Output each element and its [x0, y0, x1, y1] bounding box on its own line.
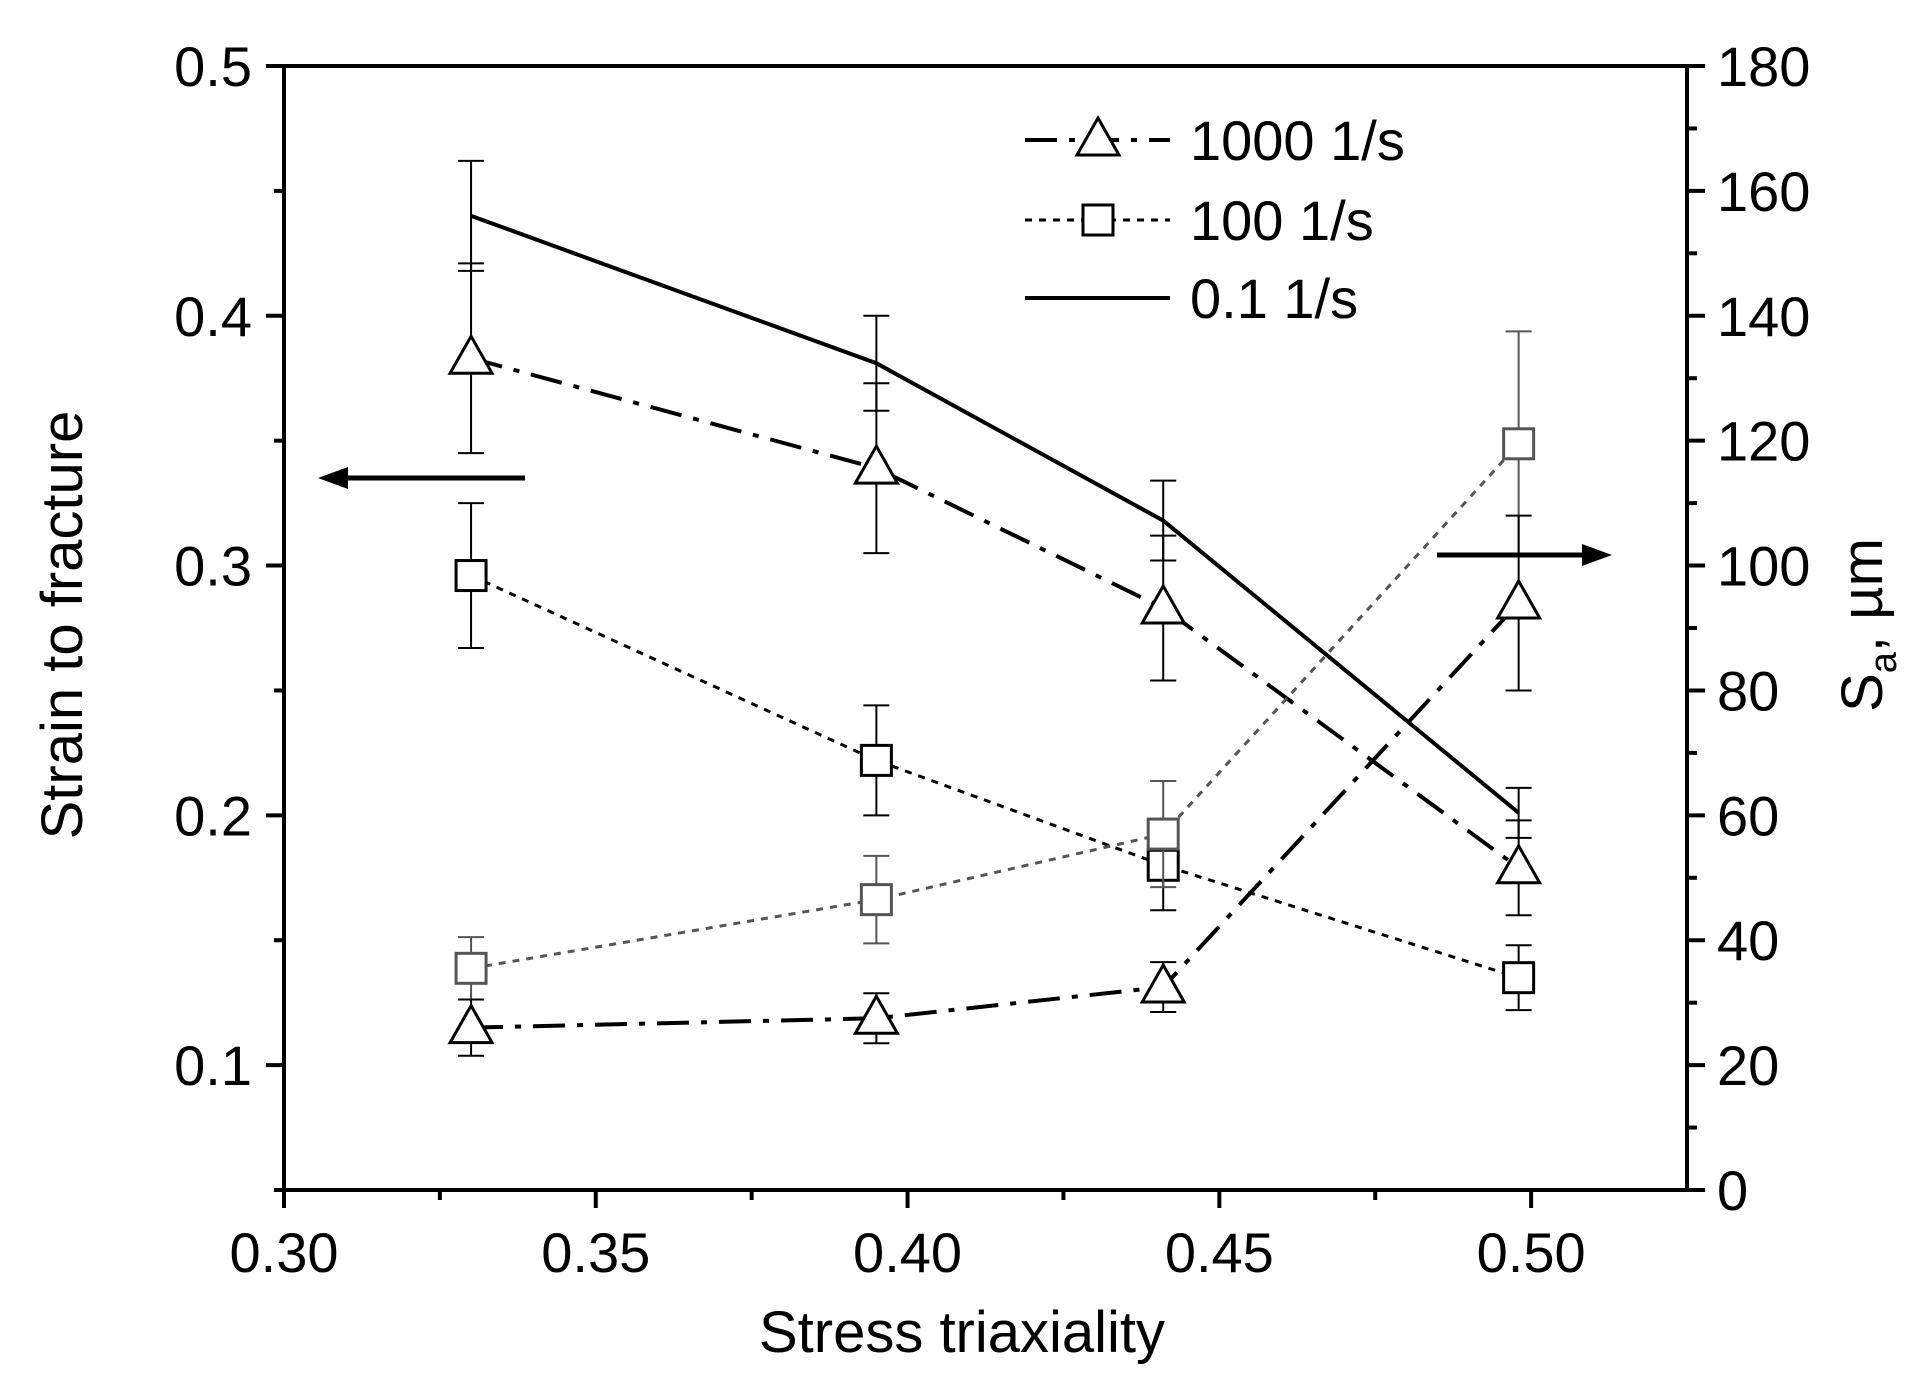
- y2-tick-label: 140: [1717, 285, 1810, 348]
- y2-tick-label: 0: [1717, 1159, 1748, 1222]
- data-point-square: [859, 883, 893, 917]
- legend-item: 1000 1/s: [1025, 109, 1405, 172]
- series-line: [470, 356, 1520, 870]
- data-point-square: [1081, 203, 1115, 237]
- legend-label: 0.1 1/s: [1190, 267, 1358, 330]
- legend-label: 100 1/s: [1190, 189, 1374, 252]
- y2-axis-title-sub: a: [1863, 651, 1905, 673]
- x-tick-label: 0.50: [1477, 1221, 1586, 1284]
- y2-tick-label: 80: [1717, 659, 1779, 722]
- data-point-square: [1502, 427, 1536, 461]
- x-tick-label: 0.35: [541, 1221, 650, 1284]
- x-tick-label: 0.30: [230, 1221, 339, 1284]
- data-point-square: [859, 743, 893, 777]
- legend: 1000 1/s 100 1/s 0.1 1/s: [1025, 109, 1405, 330]
- y2-axis-title-main: S: [1830, 673, 1895, 712]
- data-point-triangle: [1139, 582, 1187, 625]
- data-point-triangle: [1139, 962, 1187, 1004]
- y2-tick-label: 100: [1717, 535, 1810, 598]
- y2-axis-title: Sa, µm: [1830, 538, 1905, 712]
- series-solid-left: [458, 159, 1532, 839]
- x-tick-label: 0.45: [1165, 1221, 1274, 1284]
- y2-tick-label: 120: [1717, 410, 1810, 473]
- y2-tick-label: 160: [1717, 160, 1810, 223]
- data-point-triangle: [447, 1002, 495, 1045]
- data-point-triangle: [1074, 114, 1122, 157]
- y-tick-label: 0.4: [174, 285, 252, 348]
- series-dashdot-right: [447, 514, 1543, 1057]
- legend-label: 1000 1/s: [1190, 109, 1405, 172]
- y2-tick-label: 40: [1717, 909, 1779, 972]
- data-point-square: [454, 559, 488, 593]
- series-line: [470, 574, 1520, 980]
- data-point-square: [1146, 817, 1180, 851]
- data-point-triangle: [852, 443, 900, 485]
- right-axis-arrow-head: [1582, 544, 1612, 566]
- legend-item: 0.1 1/s: [1025, 267, 1358, 330]
- series-dotted-left: [454, 502, 1536, 1012]
- legend-item: 100 1/s: [1025, 189, 1374, 252]
- y-tick-label: 0.5: [174, 35, 252, 98]
- y-tick-label: 0.3: [174, 535, 252, 598]
- series-layer: [447, 159, 1543, 1057]
- data-point-square: [454, 951, 488, 985]
- series-line: [471, 601, 1521, 1030]
- y-tick-label: 0.1: [174, 1034, 252, 1097]
- data-point-square: [1502, 961, 1536, 995]
- y-axis-title: Strain to fracture: [30, 411, 95, 840]
- data-point-triangle: [852, 993, 900, 1035]
- y2-tick-label: 20: [1717, 1034, 1779, 1097]
- x-tick-label: 0.40: [853, 1221, 962, 1284]
- data-point-triangle: [1495, 842, 1543, 885]
- left-axis-arrow-head: [318, 467, 348, 489]
- y2-tick-label: 60: [1717, 784, 1779, 847]
- y2-axis-title-tail: , µm: [1830, 538, 1895, 652]
- x-axis-title: Stress triaxiality: [759, 1300, 1165, 1365]
- series-line: [470, 213, 1520, 815]
- series-line: [470, 442, 1520, 970]
- data-point-triangle: [1495, 577, 1543, 620]
- axes: 0.30 0.35 0.40 0.45 0.500.10.20.30.40.502040…: [174, 35, 1810, 1284]
- data-point-triangle: [447, 333, 495, 375]
- plot-frame: [282, 64, 1689, 1192]
- series-dotted-right: [454, 330, 1536, 1001]
- series-dashdot-left: [447, 262, 1543, 917]
- y2-tick-label: 180: [1717, 35, 1810, 98]
- y-tick-label: 0.2: [174, 784, 252, 847]
